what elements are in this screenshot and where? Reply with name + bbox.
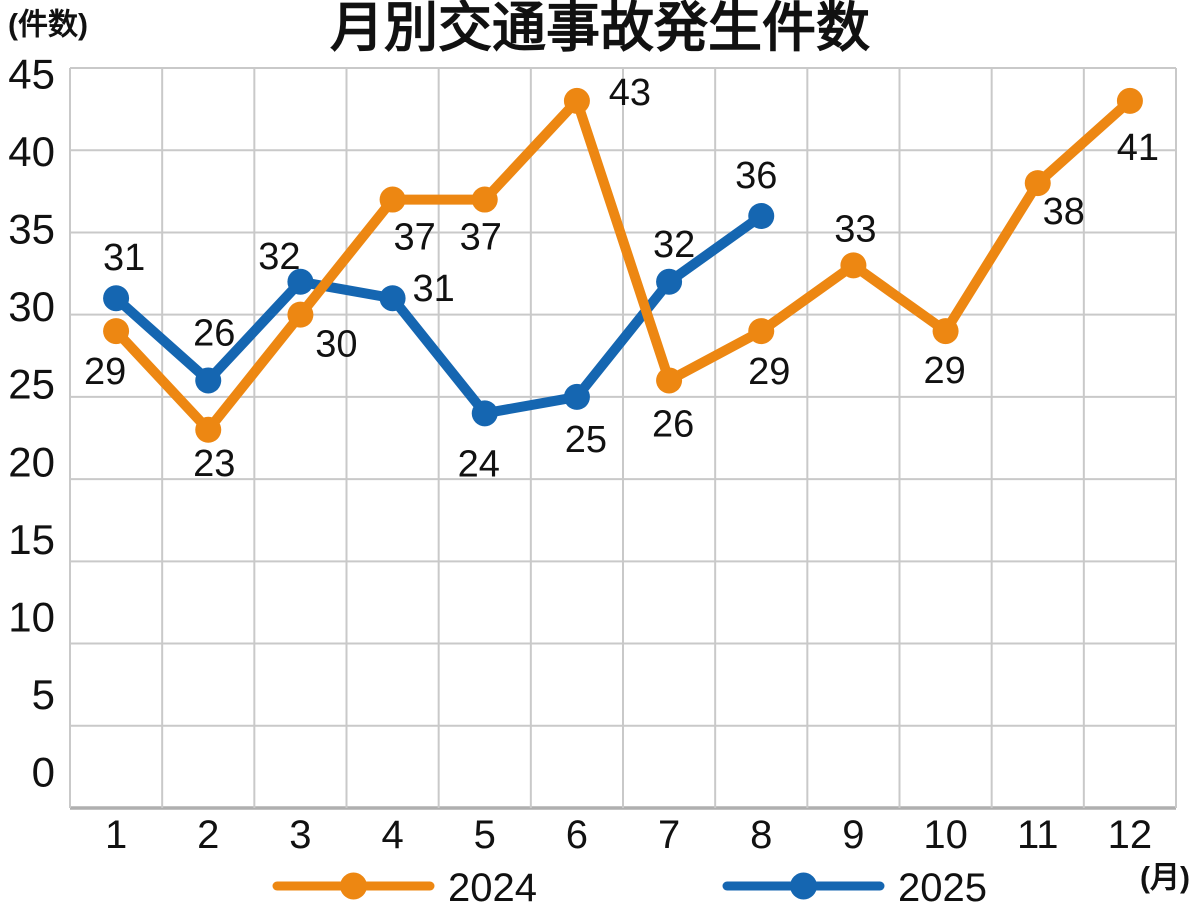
data-point-label-2025: 32 bbox=[258, 236, 300, 278]
y-tick-label: 0 bbox=[32, 749, 55, 796]
data-point-2024 bbox=[103, 318, 130, 345]
x-tick-label: 2 bbox=[197, 813, 219, 857]
y-tick-label: 45 bbox=[8, 51, 55, 98]
x-tick-label: 3 bbox=[289, 813, 311, 857]
x-tick-label: 8 bbox=[750, 813, 772, 857]
legend: 2024 2025 bbox=[272, 866, 987, 907]
data-point-label-2024: 29 bbox=[748, 351, 790, 393]
x-tick-label: 6 bbox=[566, 813, 588, 857]
legend-label-2025: 2025 bbox=[898, 866, 987, 907]
data-point-label-2024: 37 bbox=[460, 217, 502, 259]
x-axis-unit-label: (月) bbox=[1140, 862, 1190, 895]
chart-title: 月別交通事故発生件数 bbox=[330, 0, 870, 58]
x-tick-label: 7 bbox=[658, 813, 680, 857]
series-line-2025 bbox=[111, 211, 767, 419]
y-tick-label: 5 bbox=[32, 671, 55, 718]
data-point-label-2025: 31 bbox=[103, 237, 145, 279]
data-point-2025 bbox=[656, 268, 683, 295]
data-point-label-2024: 23 bbox=[193, 443, 235, 485]
data-point-2025 bbox=[287, 268, 314, 295]
data-point-label-2024: 43 bbox=[609, 72, 651, 114]
x-tick-label: 10 bbox=[923, 813, 968, 857]
data-point-2024 bbox=[471, 186, 498, 213]
legend-marker-dot-2025 bbox=[790, 872, 817, 900]
data-point-2024 bbox=[656, 367, 683, 394]
series-line-2024 bbox=[111, 95, 1135, 435]
data-point-2024 bbox=[840, 252, 867, 279]
x-tick-label: 4 bbox=[381, 813, 403, 857]
data-point-2024 bbox=[1024, 170, 1051, 197]
data-point-label-2024: 33 bbox=[834, 208, 876, 250]
data-point-label-2025: 26 bbox=[193, 312, 235, 354]
y-axis-unit-label: (件数) bbox=[8, 9, 88, 42]
data-point-label-2025: 31 bbox=[412, 268, 454, 310]
data-point-2025 bbox=[748, 203, 775, 229]
data-point-2025 bbox=[103, 285, 130, 312]
x-tick-label: 9 bbox=[842, 813, 864, 857]
data-point-label-2024: 26 bbox=[652, 403, 694, 445]
data-point-2024 bbox=[287, 301, 314, 328]
data-point-2024 bbox=[563, 87, 590, 114]
data-point-label-2024: 29 bbox=[923, 350, 965, 392]
data-point-label-2024: 30 bbox=[315, 324, 357, 366]
legend-label-2024: 2024 bbox=[448, 866, 537, 907]
y-tick-label: 20 bbox=[8, 438, 55, 485]
data-point-2024 bbox=[932, 318, 959, 345]
grid-layer bbox=[69, 67, 1177, 810]
data-point-label-2025: 32 bbox=[653, 224, 695, 266]
data-point-2025 bbox=[471, 400, 498, 427]
data-point-2024 bbox=[195, 416, 222, 443]
data-point-2024 bbox=[748, 318, 775, 345]
data-point-label-2024: 38 bbox=[1043, 191, 1085, 233]
series-layer bbox=[103, 87, 1143, 443]
data-point-label-2025: 24 bbox=[458, 443, 500, 485]
data-point-2025 bbox=[379, 285, 406, 312]
data-point-label-2024: 29 bbox=[84, 351, 126, 393]
data-point-label-2025: 36 bbox=[735, 155, 777, 197]
y-tick-label: 10 bbox=[8, 593, 55, 640]
y-tick-label: 30 bbox=[8, 283, 55, 330]
x-tick-label: 12 bbox=[1108, 813, 1153, 857]
x-tick-label: 5 bbox=[474, 813, 496, 857]
data-point-2024 bbox=[1116, 87, 1143, 114]
data-point-2024 bbox=[379, 186, 406, 213]
data-point-2025 bbox=[563, 383, 590, 410]
data-point-label-2024: 41 bbox=[1117, 127, 1159, 169]
data-point-2025 bbox=[195, 367, 222, 394]
data-point-label-2025: 25 bbox=[565, 419, 607, 461]
x-tick-label: 11 bbox=[1017, 813, 1059, 857]
data-point-label-2024: 37 bbox=[393, 217, 435, 259]
y-tick-label: 40 bbox=[8, 128, 55, 175]
y-tick-label: 35 bbox=[8, 206, 55, 253]
data-label-layer: 29 23 30 37 37 43 26 29 33 29 38 41 31 26 32 31 24 25 32 36 bbox=[84, 72, 1159, 485]
x-tick-label: 1 bbox=[105, 813, 127, 857]
legend-marker-dot-2024 bbox=[340, 872, 367, 900]
y-tick-label: 25 bbox=[8, 361, 55, 408]
y-tick-label: 15 bbox=[8, 516, 55, 563]
